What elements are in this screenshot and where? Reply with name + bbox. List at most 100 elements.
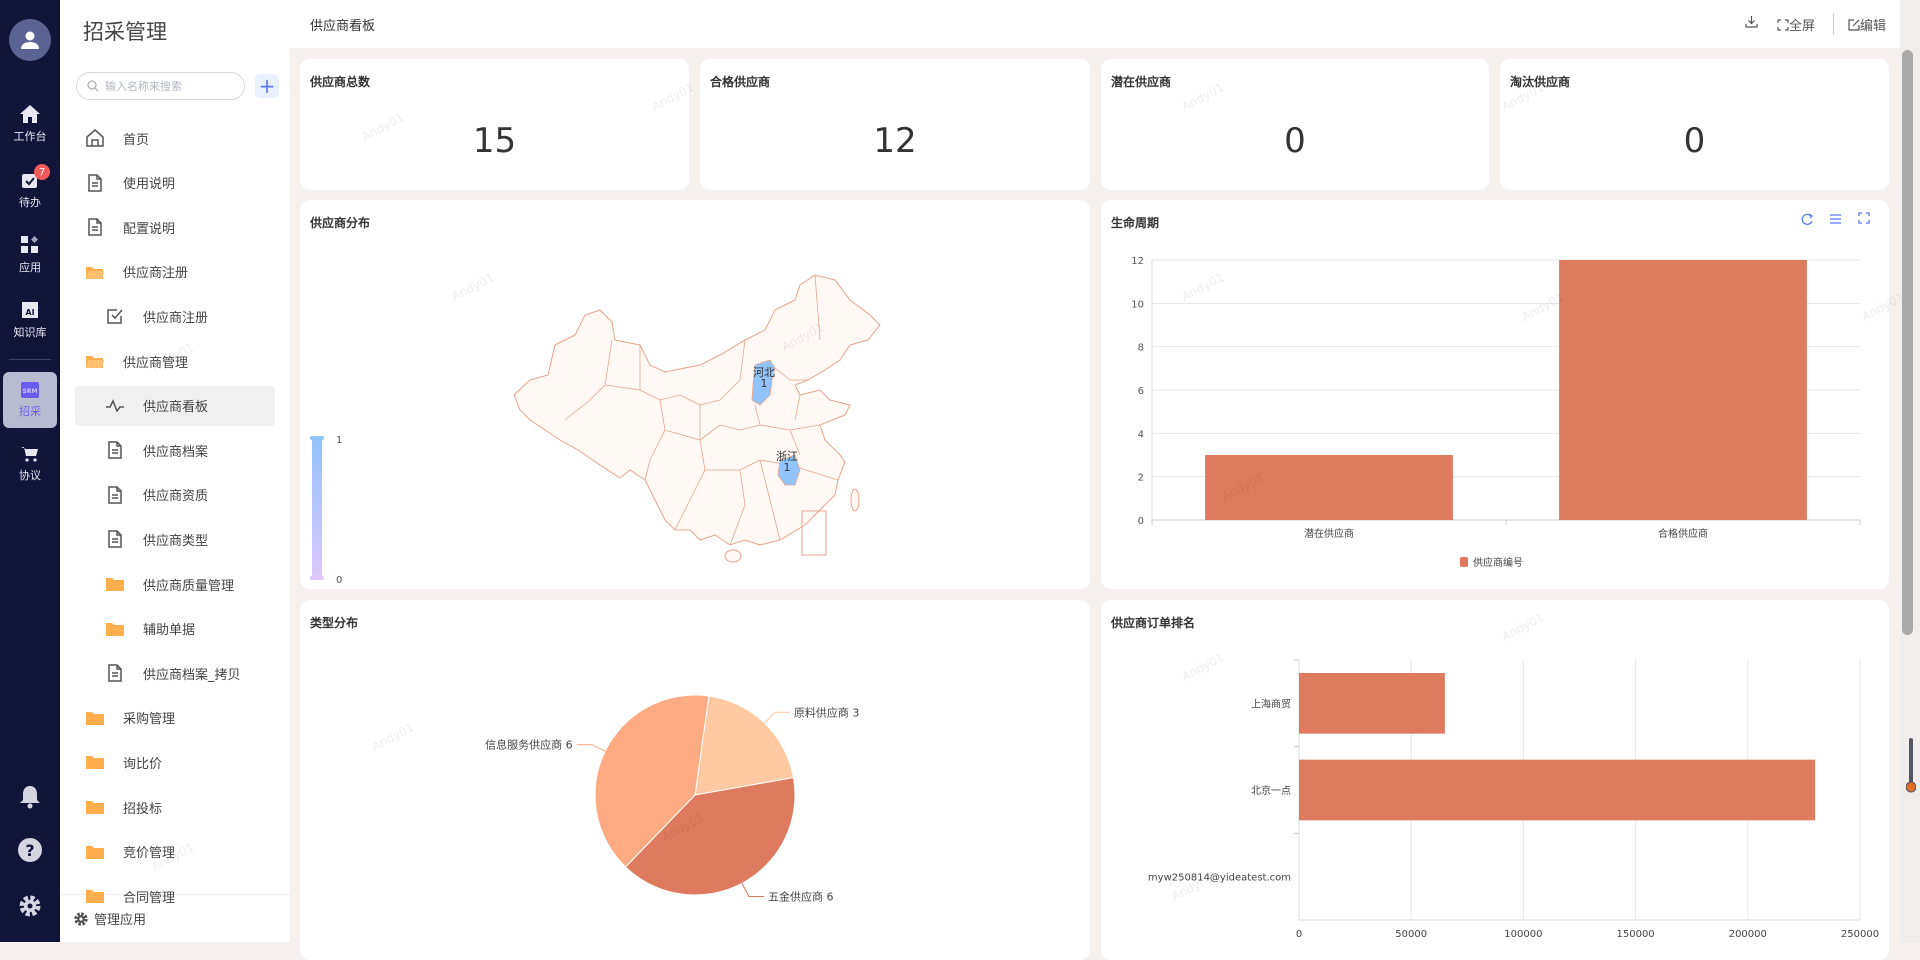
manage-apps-label: 管理应用 (94, 913, 147, 928)
rail-label: 待办 (19, 195, 41, 209)
sidebar-item[interactable]: 供应商档案 (75, 430, 275, 470)
thermometer-icon (1906, 738, 1916, 793)
search-icon (87, 80, 99, 92)
supplier-distribution-card: 供应商分布 河北 1 浙江 1 1 0 (300, 200, 1090, 589)
fullscreen-button[interactable]: 全屏 (1777, 15, 1815, 34)
bar[interactable] (1299, 759, 1816, 821)
page-header: 供应商看板 全屏 编辑 (290, 0, 1900, 49)
y-tick-label: myw250814@yideatest.com (1148, 873, 1291, 884)
plus-icon: + (258, 74, 276, 98)
pie-slice[interactable] (594, 694, 710, 868)
search-input[interactable]: 输入名称来搜索 (76, 72, 245, 100)
app-rail: 工作台 待办 7 应用 AI 知识库 SRM 招采 协议 ? (0, 0, 60, 942)
sidebar-item[interactable]: 辅助单据 (75, 609, 275, 649)
sidebar-item[interactable]: 采购管理 (75, 698, 275, 738)
download-button[interactable] (1745, 15, 1758, 28)
sidebar-item[interactable]: 使用说明 (75, 163, 275, 203)
sidebar-item[interactable]: 供应商质量管理 (75, 564, 275, 604)
download-icon (1745, 16, 1758, 28)
folder-open-icon (85, 351, 105, 371)
add-button[interactable]: + (255, 74, 279, 98)
edit-button[interactable]: 编辑 (1848, 15, 1886, 34)
manage-apps-button[interactable]: 管理应用 (60, 894, 290, 942)
type-distribution-card: 类型分布 原料供应商 3 五金供应商 6 信息服务供应商 6 (300, 600, 1090, 960)
sidebar-item[interactable]: 招投标 (75, 787, 275, 827)
bar[interactable] (1299, 673, 1445, 734)
fullscreen-icon (1777, 18, 1789, 31)
list-icon[interactable] (1830, 214, 1841, 224)
stat-value: 12 (873, 121, 917, 161)
sidebar-item[interactable]: 供应商档案_拷贝 (75, 653, 275, 693)
visual-map-handle-min[interactable] (310, 576, 324, 580)
knowledge-icon: AI (22, 301, 38, 318)
stat-label: 淘汰供应商 (1510, 75, 1571, 89)
sidebar-item[interactable]: 供应商类型 (75, 519, 275, 559)
hainan (724, 549, 742, 563)
sidebar-item[interactable]: 供应商管理 (75, 341, 275, 381)
visual-map-min-label: 0 (336, 575, 342, 586)
region-label: 河北 (753, 366, 775, 379)
folder-icon (85, 842, 105, 862)
visual-map-handle-max[interactable] (310, 436, 324, 440)
folder-icon (105, 574, 125, 594)
folder-icon (85, 752, 105, 772)
settings-button[interactable] (15, 891, 45, 921)
legend-swatch[interactable] (1460, 557, 1468, 567)
rail-label: 应用 (19, 260, 41, 274)
sidebar-item[interactable]: 供应商注册 (75, 252, 275, 292)
region-value: 1 (784, 461, 791, 474)
sidebar-item[interactable]: 首页 (75, 118, 275, 158)
stat-value: 0 (1683, 121, 1706, 161)
sidebar-item[interactable]: 合同管理 (75, 876, 275, 916)
sidebar-item[interactable]: 供应商看板 (75, 385, 275, 426)
stat-value: 0 (1284, 121, 1306, 161)
bar[interactable] (1205, 455, 1453, 520)
rail-item-knowledge[interactable]: AI 知识库 (3, 292, 57, 348)
rail-item-agreement[interactable]: 协议 (3, 436, 57, 492)
rail-item-workbench[interactable]: 工作台 (3, 96, 57, 152)
sidebar-item-label: 供应商注册 (123, 266, 189, 282)
help-icon: ? (18, 838, 42, 862)
refresh-icon[interactable] (1801, 213, 1814, 225)
sidebar-item[interactable]: 供应商注册 (75, 296, 275, 336)
user-icon (21, 31, 39, 49)
document-icon (105, 529, 125, 549)
fullscreen-icon[interactable] (1858, 212, 1870, 224)
sidebar-title: 招采管理 (83, 20, 167, 44)
svg-text:?: ? (25, 841, 34, 860)
scrollbar-thumb[interactable] (1902, 50, 1913, 635)
help-button[interactable]: ? (15, 835, 45, 865)
y-tick-label: 8 (1138, 343, 1144, 354)
folder-icon (85, 886, 105, 906)
pie-label: 信息服务供应商 6 (485, 738, 573, 752)
sidebar-item[interactable]: 配置说明 (75, 207, 275, 247)
x-tick-label: 100000 (1504, 929, 1542, 940)
avatar[interactable] (9, 19, 51, 61)
folder-icon (105, 619, 125, 639)
card-title: 供应商分布 (310, 216, 371, 230)
south-china-sea-inset (801, 510, 827, 556)
notifications-button[interactable] (15, 782, 45, 812)
folder-icon (85, 708, 105, 728)
bar[interactable] (1559, 260, 1807, 520)
y-tick-label: 北京一点 (1251, 784, 1291, 797)
y-tick-label: 12 (1131, 256, 1144, 267)
rail-item-procurement[interactable]: SRM 招采 (3, 372, 57, 428)
visual-map-bar[interactable] (312, 438, 322, 578)
home-outline-icon (85, 128, 105, 148)
stat-card-total: 供应商总数 15 (300, 59, 689, 190)
sidebar-item-label: 供应商注册 (143, 310, 209, 326)
sidebar-item-label: 首页 (123, 132, 150, 148)
rail-label: 工作台 (13, 129, 47, 143)
sidebar-item-label: 供应商看板 (143, 400, 209, 416)
sidebar-item[interactable]: 竞价管理 (75, 832, 275, 872)
rail-item-todo[interactable]: 待办 7 (3, 162, 57, 218)
rail-item-apps[interactable]: 应用 (3, 227, 57, 283)
legend-label[interactable]: 供应商编号 (1473, 556, 1523, 569)
pie-slice[interactable] (624, 777, 796, 896)
sidebar-item-label: 竞价管理 (123, 846, 176, 862)
sidebar-item[interactable]: 供应商资质 (75, 475, 275, 515)
sidebar-item[interactable]: 询比价 (75, 742, 275, 782)
